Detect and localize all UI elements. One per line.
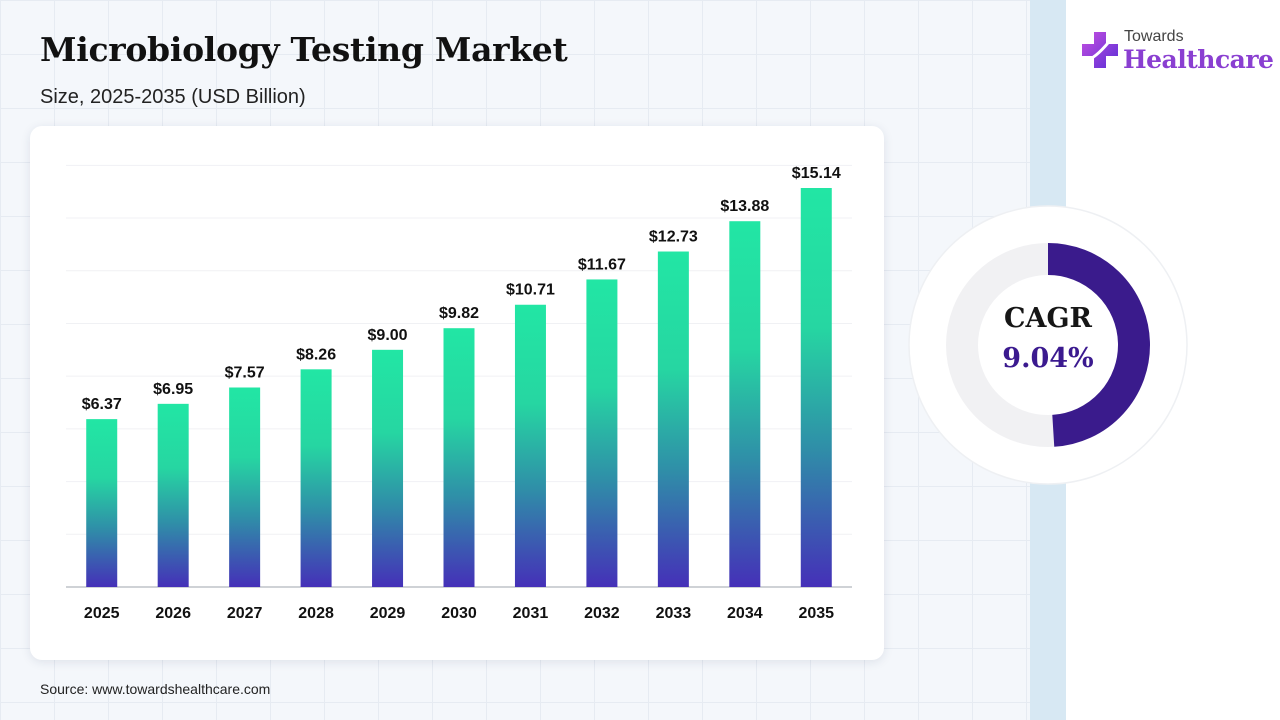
brand-logo: Towards Healthcare [1080,28,1274,78]
x-tick-2028: 2028 [298,605,334,622]
data-label-2025: $6.37 [82,396,122,413]
x-tick-2034: 2034 [727,605,763,622]
data-label-2033: $12.73 [649,229,698,246]
bar-2030 [443,328,475,587]
data-label-2035: $15.14 [792,165,841,182]
bar-2026 [157,403,189,587]
bar-2028 [300,369,332,587]
bar-chart: $6.37 $6.95 $7.57 $8.26 $9.00 $9.82 $10.71 $11.… [66,164,852,622]
medical-cross-icon [1082,32,1118,68]
data-label-2030: $9.82 [439,305,479,322]
x-tick-2032: 2032 [584,605,620,622]
bar-2031 [514,304,546,587]
source-note: Source: www.towardshealthcare.com [40,681,271,697]
data-label-2032: $11.67 [578,256,626,273]
bar-2033 [657,251,689,587]
page-subtitle: Size, 2025-2035 (USD Billion) [40,86,306,108]
data-label-2026: $6.95 [153,381,193,398]
x-tick-2035: 2035 [798,605,834,622]
data-label-2034: $13.88 [720,198,769,215]
bar-2027 [229,387,261,587]
cagr-widget: CAGR 9.04% [908,205,1188,485]
x-tick-2030: 2030 [441,605,477,622]
chart-card: $6.37 $6.95 $7.57 $8.26 $9.00 $9.82 $10.71 $11.… [30,126,884,660]
bar-2035 [800,188,832,587]
data-label-2029: $9.00 [368,327,408,344]
data-label-2031: $10.71 [506,282,555,299]
x-tick-2033: 2033 [656,605,692,622]
data-label-2027: $7.57 [225,365,265,382]
bar-2032 [586,279,618,587]
x-tick-2026: 2026 [155,605,191,622]
x-tick-2025: 2025 [84,605,120,622]
cagr-value: 9.04% [1002,343,1094,374]
x-tick-2029: 2029 [370,605,406,622]
bar-2025 [86,419,118,587]
brand-name-top: Towards [1124,28,1184,45]
data-label-2028: $8.26 [296,346,336,363]
cagr-donut [908,205,1188,485]
x-tick-2027: 2027 [227,605,263,622]
cagr-progress-arc [1047,243,1150,447]
page-title: Microbiology Testing Market [40,30,568,69]
bar-2029 [372,349,404,587]
brand-name-bottom: Healthcare [1123,45,1274,74]
bar-2034 [729,221,761,587]
cagr-label: CAGR [1004,303,1092,334]
x-tick-2031: 2031 [513,605,549,622]
